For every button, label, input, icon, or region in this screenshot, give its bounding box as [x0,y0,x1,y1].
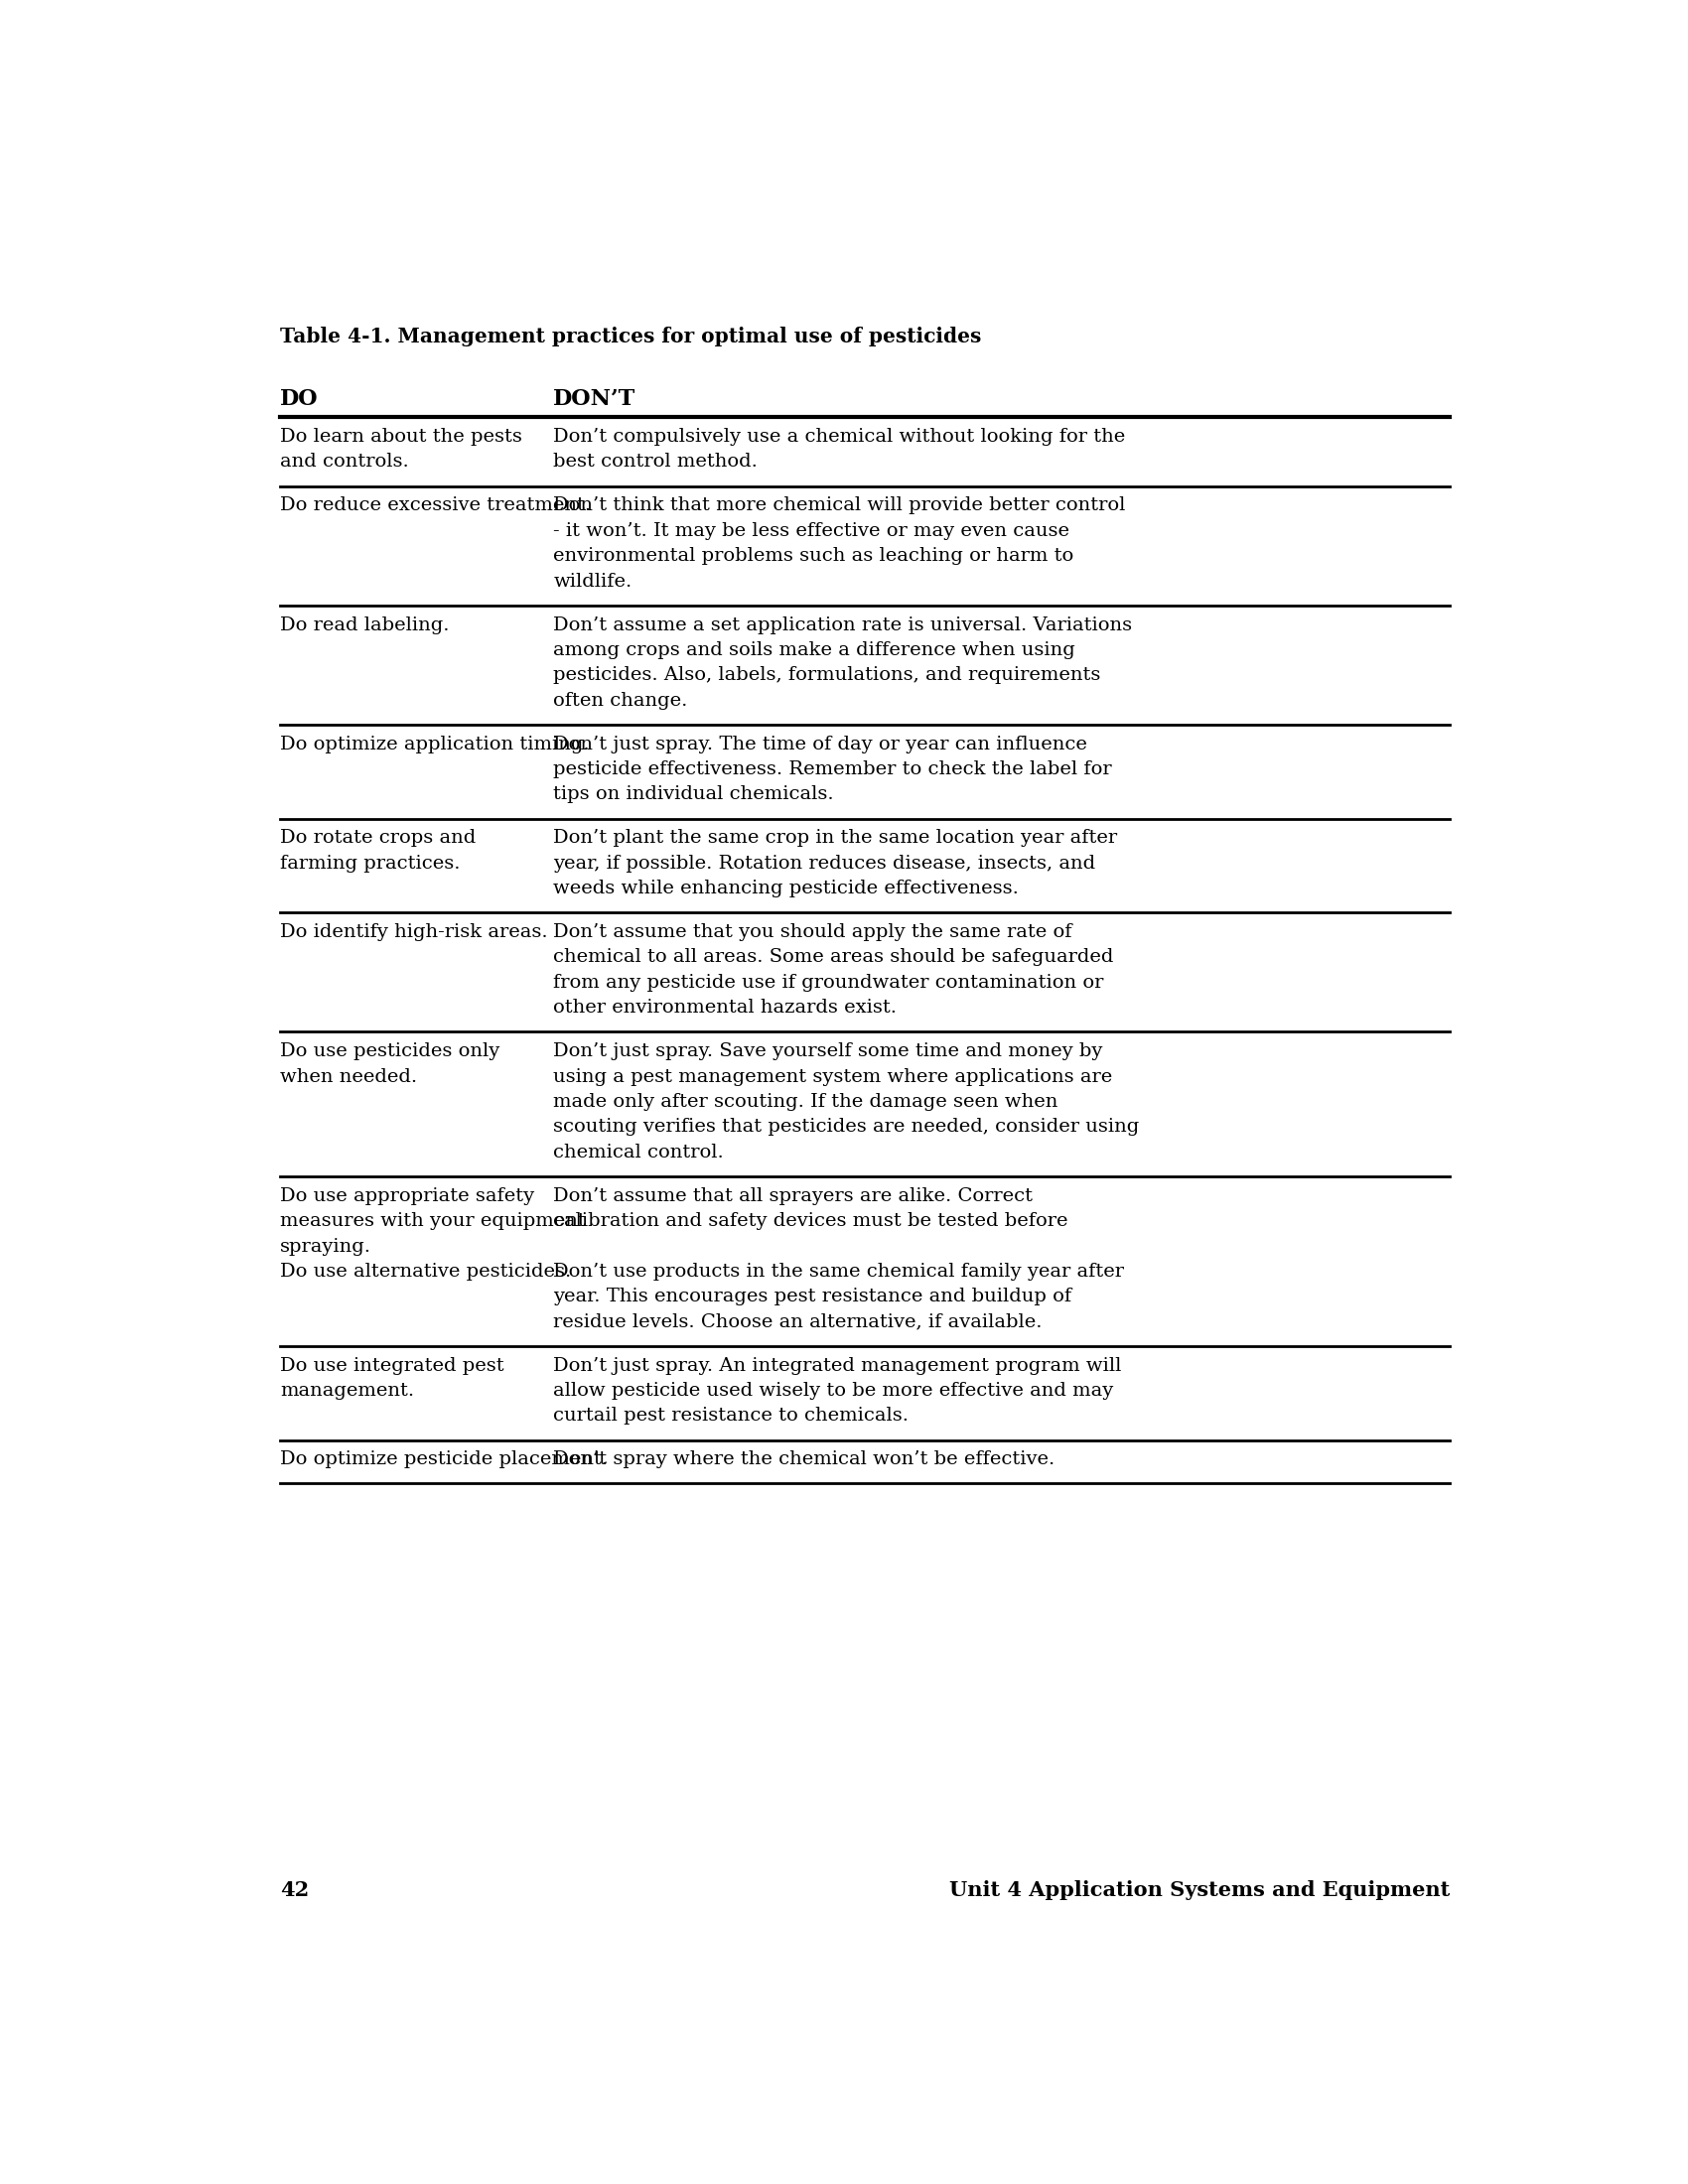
Text: year, if possible. Rotation reduces disease, insects, and: year, if possible. Rotation reduces dise… [554,854,1096,871]
Text: curtail pest resistance to chemicals.: curtail pest resistance to chemicals. [554,1406,908,1424]
Text: year. This encourages pest resistance and buildup of: year. This encourages pest resistance an… [554,1289,1072,1306]
Text: weeds while enhancing pesticide effectiveness.: weeds while enhancing pesticide effectiv… [554,880,1020,898]
Text: allow pesticide used wisely to be more effective and may: allow pesticide used wisely to be more e… [554,1382,1114,1400]
Text: Don’t think that more chemical will provide better control: Don’t think that more chemical will prov… [554,496,1126,515]
Text: Don’t just spray. Save yourself some time and money by: Don’t just spray. Save yourself some tim… [554,1042,1102,1061]
Text: chemical to all areas. Some areas should be safeguarded: chemical to all areas. Some areas should… [554,948,1114,965]
Text: farming practices.: farming practices. [280,854,461,871]
Text: DO: DO [280,389,319,411]
Text: DON’T: DON’T [554,389,636,411]
Text: Don’t spray where the chemical won’t be effective.: Don’t spray where the chemical won’t be … [554,1450,1055,1468]
Text: Unit 4 Application Systems and Equipment: Unit 4 Application Systems and Equipment [949,1880,1450,1900]
Text: spraying.: spraying. [280,1238,371,1256]
Text: and controls.: and controls. [280,454,408,472]
Text: Don’t plant the same crop in the same location year after: Don’t plant the same crop in the same lo… [554,830,1117,847]
Text: measures with your equipment: measures with your equipment [280,1212,586,1230]
Text: pesticides. Also, labels, formulations, and requirements: pesticides. Also, labels, formulations, … [554,666,1101,684]
Text: - it won’t. It may be less effective or may even cause: - it won’t. It may be less effective or … [554,522,1070,539]
Text: Don’t just spray. The time of day or year can influence: Don’t just spray. The time of day or yea… [554,736,1087,753]
Text: Don’t just spray. An integrated management program will: Don’t just spray. An integrated manageme… [554,1356,1123,1374]
Text: calibration and safety devices must be tested before: calibration and safety devices must be t… [554,1212,1069,1230]
Text: Do rotate crops and: Do rotate crops and [280,830,476,847]
Text: Do use pesticides only: Do use pesticides only [280,1042,500,1061]
Text: when needed.: when needed. [280,1068,417,1085]
Text: pesticide effectiveness. Remember to check the label for: pesticide effectiveness. Remember to che… [554,760,1112,778]
Text: Do identify high-risk areas.: Do identify high-risk areas. [280,924,549,941]
Text: management.: management. [280,1382,415,1400]
Text: environmental problems such as leaching or harm to: environmental problems such as leaching … [554,548,1074,566]
Text: Table 4-1. Management practices for optimal use of pesticides: Table 4-1. Management practices for opti… [280,328,982,347]
Text: Don’t compulsively use a chemical without looking for the: Don’t compulsively use a chemical withou… [554,428,1126,446]
Text: Don’t assume that all sprayers are alike. Correct: Don’t assume that all sprayers are alike… [554,1188,1033,1206]
Text: Don’t use products in the same chemical family year after: Don’t use products in the same chemical … [554,1262,1124,1280]
Text: Do optimize pesticide placement.: Do optimize pesticide placement. [280,1450,608,1468]
Text: Do use appropriate safety: Do use appropriate safety [280,1188,535,1206]
Text: best control method.: best control method. [554,454,758,472]
Text: chemical control.: chemical control. [554,1144,724,1162]
Text: tips on individual chemicals.: tips on individual chemicals. [554,786,834,804]
Text: scouting verifies that pesticides are needed, consider using: scouting verifies that pesticides are ne… [554,1118,1139,1136]
Text: from any pesticide use if groundwater contamination or: from any pesticide use if groundwater co… [554,974,1104,992]
Text: other environmental hazards exist.: other environmental hazards exist. [554,998,896,1018]
Text: residue levels. Choose an alternative, if available.: residue levels. Choose an alternative, i… [554,1313,1043,1330]
Text: made only after scouting. If the damage seen when: made only after scouting. If the damage … [554,1092,1058,1112]
Text: Do reduce excessive treatment.: Do reduce excessive treatment. [280,496,591,515]
Text: Do read labeling.: Do read labeling. [280,616,449,633]
Text: Do optimize application timing.: Do optimize application timing. [280,736,589,753]
Text: among crops and soils make a difference when using: among crops and soils make a difference … [554,642,1075,660]
Text: Do use integrated pest: Do use integrated pest [280,1356,505,1374]
Text: 42: 42 [280,1880,309,1900]
Text: wildlife.: wildlife. [554,572,631,590]
Text: using a pest management system where applications are: using a pest management system where app… [554,1068,1112,1085]
Text: Don’t assume that you should apply the same rate of: Don’t assume that you should apply the s… [554,924,1072,941]
Text: Don’t assume a set application rate is universal. Variations: Don’t assume a set application rate is u… [554,616,1133,633]
Text: Do use alternative pesticides.: Do use alternative pesticides. [280,1262,572,1280]
Text: Do learn about the pests: Do learn about the pests [280,428,522,446]
Text: often change.: often change. [554,692,689,710]
